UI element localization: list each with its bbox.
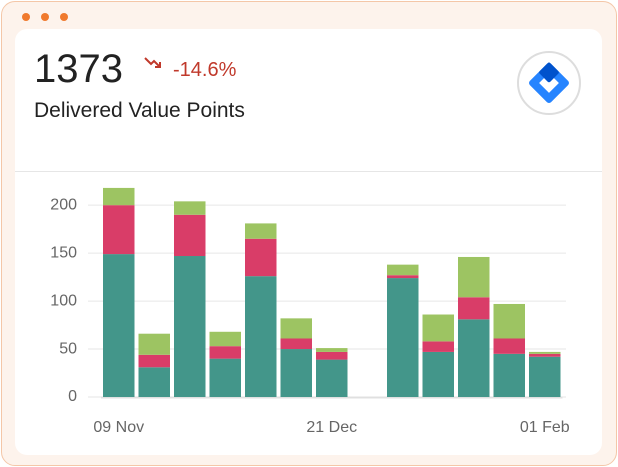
kpi-label: Delivered Value Points	[34, 99, 245, 122]
bar-segment	[387, 275, 419, 279]
bar-segment	[458, 297, 490, 320]
bar-segment	[493, 353, 525, 397]
bar-segment	[493, 338, 525, 354]
x-tick-label: 09 Nov	[93, 419, 144, 436]
bar-segment	[209, 346, 241, 359]
bar-segment	[529, 351, 561, 354]
divider	[15, 171, 602, 172]
bar-segment	[280, 338, 312, 350]
bar-segment	[138, 354, 170, 368]
kpi-value: 1373	[34, 47, 123, 91]
bar-segment	[458, 319, 490, 397]
bar-segment	[387, 264, 419, 276]
jira-logo	[517, 51, 581, 115]
bar-segment	[422, 351, 454, 397]
window-dot	[60, 13, 68, 21]
x-tick-label: 21 Dec	[306, 419, 357, 436]
y-tick-label: 150	[50, 244, 77, 261]
bar-segment	[458, 256, 490, 298]
kpi-change: -14.6%	[173, 59, 237, 81]
bar-segment	[245, 276, 277, 397]
bar-segment	[138, 367, 170, 397]
bar-segment	[209, 358, 241, 397]
bar-segment	[529, 356, 561, 397]
y-tick-label: 0	[68, 388, 77, 405]
x-tick-label: 01 Feb	[520, 419, 570, 436]
bar-segment	[493, 303, 525, 339]
bar-segment	[174, 256, 206, 397]
bar-segment	[245, 223, 277, 239]
bar-segment	[280, 349, 312, 397]
window-dot	[41, 13, 49, 21]
bar-segment	[280, 318, 312, 339]
y-tick-label: 200	[50, 196, 77, 213]
y-tick-label: 100	[50, 292, 77, 309]
bar-segment	[174, 214, 206, 257]
bar-segment	[316, 359, 348, 397]
bar-segment	[245, 238, 277, 277]
bar-segment	[422, 314, 454, 342]
bar-segment	[103, 205, 135, 255]
bar-segment	[422, 341, 454, 352]
bar-segment	[316, 348, 348, 352]
bar-segment	[529, 353, 561, 357]
y-tick-label: 50	[59, 340, 77, 357]
bar-segment	[316, 351, 348, 360]
window-dot	[22, 13, 30, 21]
bar-segment	[209, 331, 241, 347]
trend-icon	[144, 57, 161, 68]
bar-segment	[174, 201, 206, 215]
bar-segment	[103, 187, 135, 206]
bar-segment	[103, 254, 135, 397]
bar-segment	[138, 333, 170, 355]
bar-segment	[387, 278, 419, 397]
